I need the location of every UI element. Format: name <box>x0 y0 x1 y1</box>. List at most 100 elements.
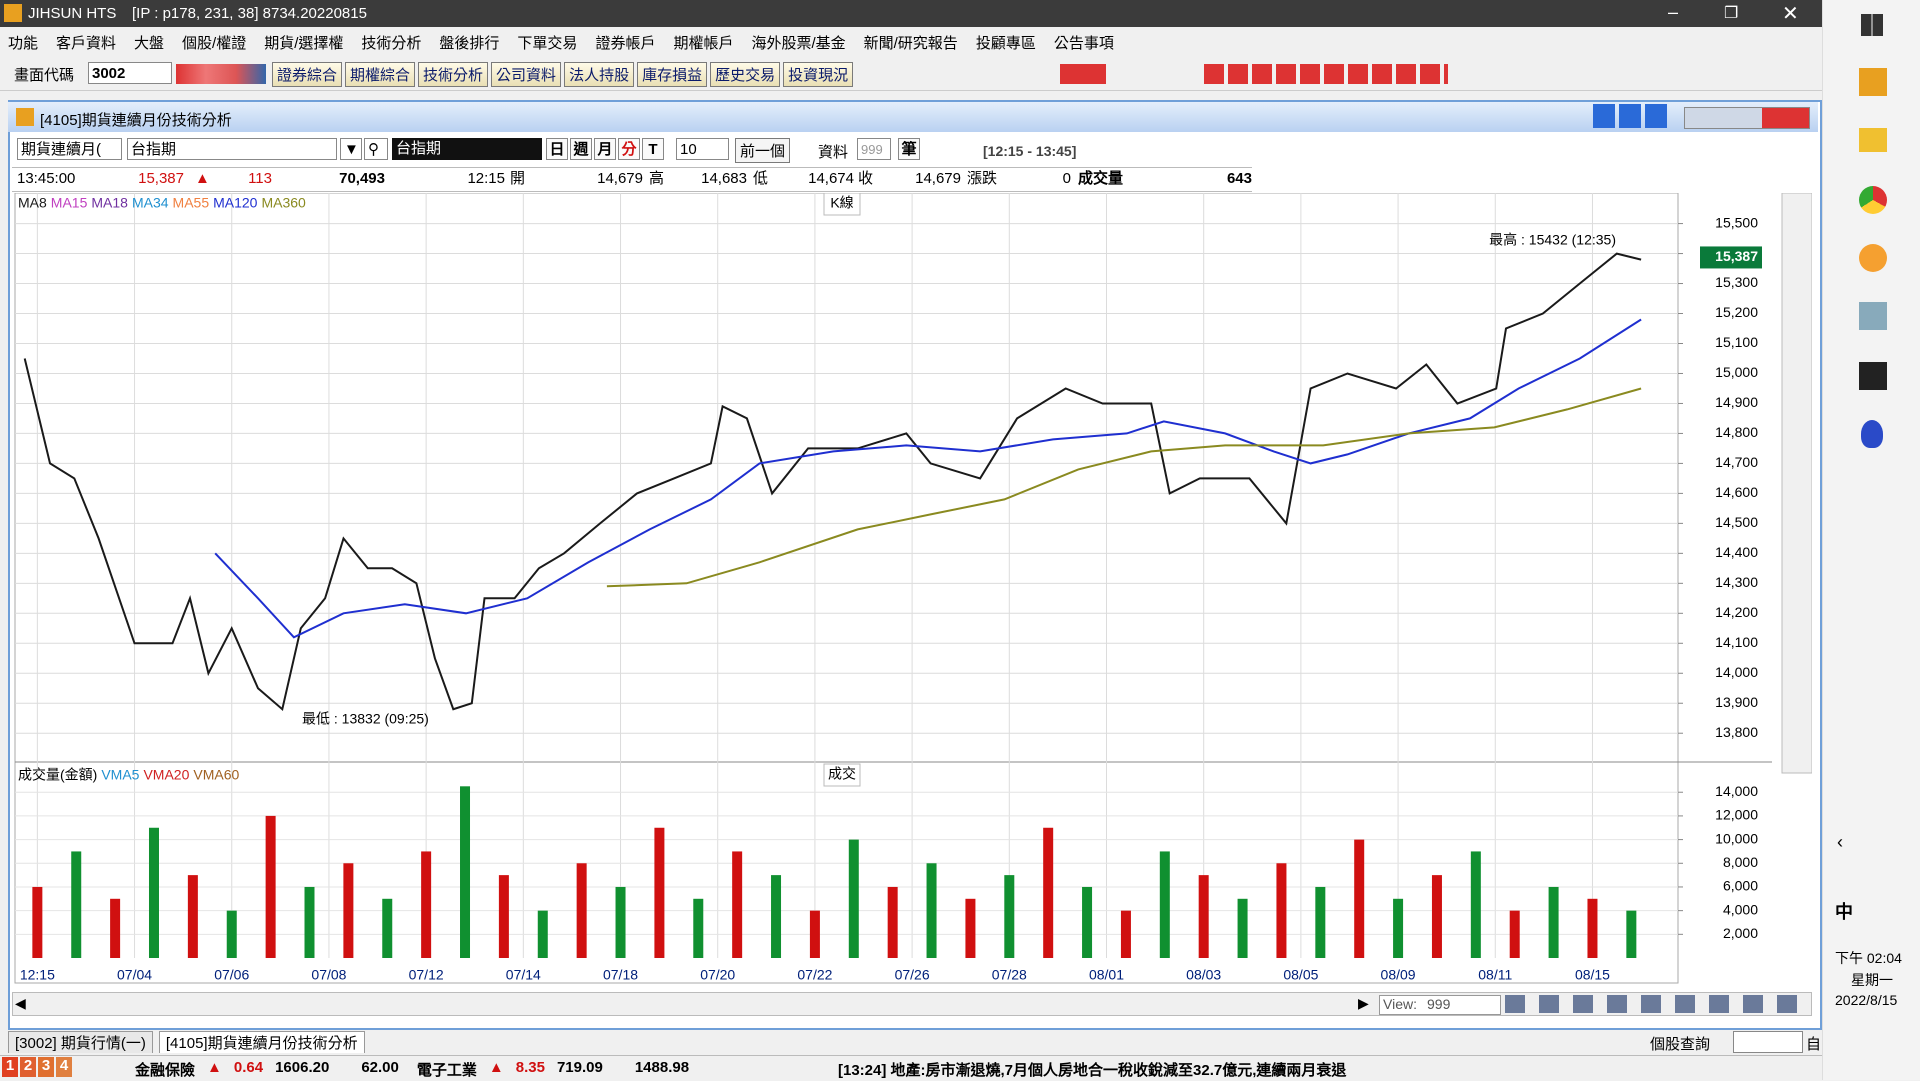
menu-item[interactable]: 期權帳戶 <box>673 34 734 52</box>
maximize[interactable]: ❐ <box>1724 5 1739 22</box>
y-tick-label: 13,900 <box>1715 694 1758 710</box>
scroll-tools[interactable] <box>1505 995 1805 1013</box>
period-button[interactable]: 日 <box>546 138 568 160</box>
app-2[interactable] <box>1859 244 1887 272</box>
page-button[interactable]: 1 <box>2 1057 18 1077</box>
menu-item[interactable]: 盤後排行 <box>439 34 500 52</box>
app-task[interactable] <box>1859 68 1887 96</box>
prev-button[interactable]: 前一個 <box>735 138 791 163</box>
period-button[interactable]: 週 <box>570 138 592 160</box>
mode-select[interactable]: 期貨連續月( <box>17 138 122 160</box>
menu-item[interactable]: 證券帳戶 <box>595 34 656 52</box>
interval-select[interactable]: 10 <box>676 138 729 160</box>
menu-item[interactable]: 個股/權證 <box>182 34 247 52</box>
toolbar-button[interactable]: 庫存損益 <box>637 62 708 87</box>
period-button[interactable]: T <box>642 138 664 160</box>
tool-icons[interactable] <box>176 64 266 84</box>
explorer[interactable] <box>1859 128 1887 152</box>
symbol-input[interactable]: 台指期 <box>127 138 337 160</box>
toolbar-button[interactable]: 公司資料 <box>491 62 562 87</box>
menu-item[interactable]: 公告事項 <box>1053 34 1114 52</box>
page-button[interactable]: 4 <box>56 1057 72 1077</box>
start[interactable] <box>1861 14 1883 36</box>
toolbar-button[interactable]: 證券綜合 <box>272 62 343 87</box>
volume-bar <box>187 875 198 958</box>
y-tick-label: 14,500 <box>1715 514 1758 530</box>
window-buttons[interactable] <box>1684 107 1810 129</box>
volume-bar <box>382 898 393 958</box>
app-4[interactable] <box>1859 362 1887 390</box>
menu-item[interactable]: 技術分析 <box>361 34 422 52</box>
code-label: 畫面代碼 <box>14 67 75 84</box>
help-buttons[interactable] <box>1593 104 1667 128</box>
menu-item[interactable]: 功能 <box>8 34 39 52</box>
tab[interactable]: [4105]期貨連續月份技術分析 <box>158 1031 365 1053</box>
chrome[interactable] <box>1859 186 1887 214</box>
menu-item[interactable]: 新聞/研究報告 <box>863 34 958 52</box>
unit-button[interactable]: 筆 <box>898 138 920 160</box>
ticker-index: 719.09 <box>556 1059 603 1076</box>
period-button[interactable]: 月 <box>594 138 616 160</box>
tray-expand[interactable]: ‹ <box>1837 832 1843 852</box>
tab[interactable]: [3002] 期貨行情(一) <box>8 1031 153 1053</box>
volume-bar <box>809 910 820 958</box>
nav-icons[interactable] <box>1060 64 1106 84</box>
menu-item[interactable]: 投顧專區 <box>975 34 1036 52</box>
time-range: [12:15 - 13:45] <box>983 143 1077 159</box>
volume-bar <box>1354 839 1365 958</box>
x-tick-label: 08/09 <box>1381 967 1416 983</box>
legend-entry: VMA20 <box>143 767 189 783</box>
volume-bar <box>1626 910 1637 958</box>
volume-bar <box>848 839 859 958</box>
menu-item[interactable]: 下單交易 <box>517 34 578 52</box>
volume-bar <box>1470 851 1481 958</box>
up-arrow: ▲ <box>195 170 210 187</box>
draw-icons[interactable] <box>1204 64 1448 84</box>
high-note: 最高 : 15432 (12:35) <box>1489 232 1616 248</box>
ime[interactable]: 中 <box>1835 902 1853 922</box>
taskbar: ‹ 中 下午 02:04 星期一 2022/8/15 <box>1822 0 1920 1080</box>
child-title-bar: [4105]期貨連續月份技術分析 <box>8 102 1818 132</box>
scroll-bar[interactable]: ◀ ▶ View: 999 <box>12 992 1812 1016</box>
dropdown[interactable]: ▼ <box>340 138 362 160</box>
lookup-input[interactable] <box>1733 1031 1803 1053</box>
scroll-left[interactable]: ◀ <box>15 995 26 1011</box>
menu-item[interactable]: 客戶資料 <box>56 34 117 52</box>
page-button[interactable]: 3 <box>38 1057 54 1077</box>
toolbar-button[interactable]: 投資現況 <box>783 62 854 87</box>
y-tick-label: 4,000 <box>1723 901 1758 917</box>
x-tick-label: 12:15 <box>20 967 55 983</box>
toolbar-button[interactable]: 期權綜合 <box>345 62 416 87</box>
panel-label-box <box>823 193 861 216</box>
menu-item[interactable]: 期貨/選擇權 <box>264 34 344 52</box>
lookup-button[interactable]: 自 <box>1806 1036 1822 1053</box>
toolbar-button[interactable]: 歷史交易 <box>710 62 781 87</box>
page-button[interactable]: 2 <box>20 1057 36 1077</box>
minimize[interactable]: – <box>1668 2 1679 22</box>
scroll-right[interactable]: ▶ <box>1358 995 1369 1011</box>
app-3[interactable] <box>1859 302 1887 330</box>
menu-item[interactable]: 海外股票/基金 <box>751 34 846 52</box>
close[interactable]: ✕ <box>1782 3 1799 25</box>
clock-weekday: 星期一 <box>1851 972 1893 988</box>
count-input[interactable]: 999 <box>857 138 891 160</box>
volume-bar <box>460 786 471 958</box>
menu-item[interactable]: 大盤 <box>134 34 165 52</box>
ticker-item: 金融保險 ▲ 0.64 1606.20 62.00 <box>135 1059 399 1080</box>
toolbar-button[interactable]: 技術分析 <box>418 62 489 87</box>
volume-bar <box>654 827 665 958</box>
y-tick-label: 6,000 <box>1723 878 1758 894</box>
view-label: View: <box>1383 996 1417 1012</box>
search[interactable]: ⚲ <box>364 138 388 160</box>
code-input[interactable]: 3002 <box>88 62 172 84</box>
app-5[interactable] <box>1861 420 1883 448</box>
toolbar-button[interactable]: 法人持股 <box>564 62 635 87</box>
legend-entry: 成交量(金額) <box>18 767 97 783</box>
ticker-amount: 1488.98 <box>634 1059 690 1076</box>
period-button[interactable]: 分 <box>618 138 640 160</box>
volume-bar <box>1509 910 1520 958</box>
x-tick-label: 07/06 <box>214 967 249 983</box>
draw-tools[interactable] <box>1781 193 1812 774</box>
